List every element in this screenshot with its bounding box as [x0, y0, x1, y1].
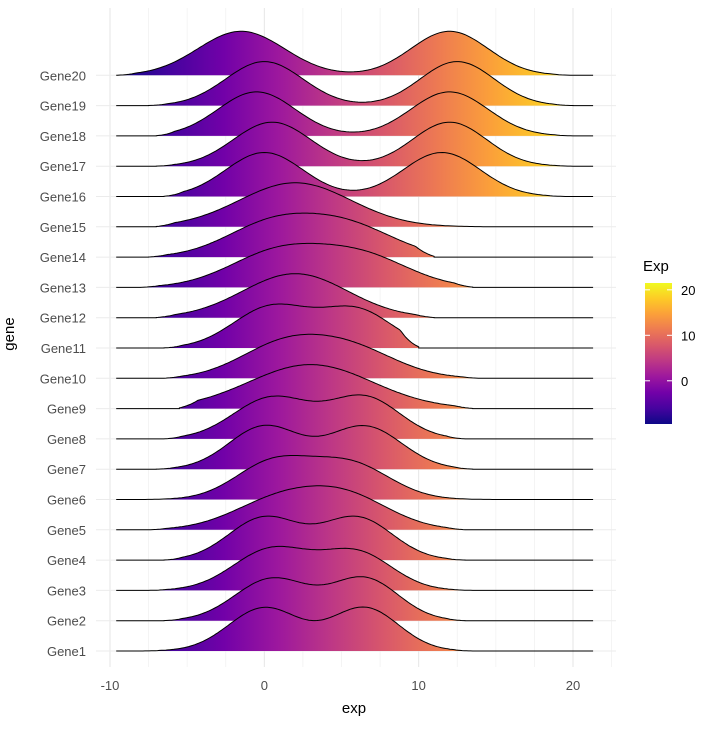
- ridge-line-gene19: [116, 61, 594, 107]
- y-tick-label: Gene15: [40, 220, 86, 235]
- y-tick-label: Gene2: [47, 614, 86, 629]
- ridge-line-gene6: [116, 455, 594, 500]
- ridge-line-gene16: [116, 151, 594, 197]
- y-tick-label: Gene19: [40, 99, 86, 114]
- y-tick-label: Gene4: [47, 553, 86, 568]
- ridge-fill-gene1: [140, 607, 473, 651]
- ridge-line-gene18: [116, 91, 594, 137]
- y-tick-label: Gene18: [40, 129, 86, 144]
- ridge-line-gene1: [116, 606, 594, 652]
- ridge-fill-gene8: [164, 394, 465, 439]
- y-tick-label: Gene10: [40, 371, 86, 386]
- ridge-line-gene4: [116, 515, 594, 561]
- ridge-line-gene15: [116, 182, 594, 228]
- ridge-line-gene3: [116, 545, 594, 591]
- x-tick-label: -10: [101, 678, 120, 693]
- ridge-fill-gene15: [156, 182, 589, 227]
- ridge-fill-gene12: [156, 273, 435, 318]
- ridge-fill-gene7: [156, 425, 473, 470]
- ridges: [116, 30, 594, 652]
- legend-title: Exp: [643, 258, 669, 275]
- x-axis-title: exp: [342, 700, 366, 717]
- x-tick-label: 20: [566, 678, 580, 693]
- ridge-line-gene17: [116, 121, 594, 167]
- ridge-fill-gene5: [148, 485, 465, 530]
- y-tick-label: Gene12: [40, 311, 86, 326]
- ridge-fill-gene2: [164, 576, 465, 621]
- ridge-fill-gene6: [140, 455, 504, 500]
- ridge-line-gene14: [116, 212, 594, 258]
- ridge-fill-gene13: [140, 243, 473, 288]
- y-tick-label: Gene13: [40, 280, 86, 295]
- y-tick-label: Gene3: [47, 583, 86, 598]
- ridge-line-gene12: [116, 273, 594, 319]
- ridge-fill-gene20: [117, 31, 573, 76]
- x-tick-label: 0: [261, 678, 268, 693]
- colorbar: [645, 283, 672, 424]
- ridge-line-gene13: [116, 242, 594, 288]
- axes: exp gene Gene1 Gene2 Gene3 Gene4 Gene5 Gene6 G…: [1, 68, 580, 717]
- ridge-line-gene20: [116, 30, 594, 76]
- y-tick-label: Gene20: [40, 68, 86, 83]
- ridge-line-gene10: [116, 333, 594, 379]
- colorbar-tick-label: 10: [681, 328, 695, 343]
- y-tick-label: Gene17: [40, 159, 86, 174]
- ridge-fill-gene10: [164, 334, 481, 379]
- ridge-line-gene5: [116, 485, 594, 531]
- y-tick-label: Gene14: [40, 250, 86, 265]
- y-tick-label: Gene1: [47, 644, 86, 659]
- ridge-line-gene9: [116, 364, 594, 410]
- x-tick-label: 10: [411, 678, 425, 693]
- y-tick-label: Gene8: [47, 432, 86, 447]
- colorbar-tick-label: 20: [681, 283, 695, 298]
- ridge-fill-gene14: [148, 213, 435, 258]
- y-tick-label: Gene5: [47, 523, 86, 538]
- y-tick-label: Gene6: [47, 493, 86, 508]
- ridge-line-gene2: [116, 576, 594, 622]
- colorbar-tick-label: 0: [681, 374, 688, 389]
- ridge-fill-gene11: [164, 304, 419, 348]
- y-tick-label: Gene11: [41, 341, 86, 356]
- y-tick-label: Gene9: [47, 402, 86, 417]
- ridge-fill-gene9: [179, 364, 473, 409]
- y-tick-label: Gene16: [40, 190, 86, 205]
- ridge-line-gene8: [116, 394, 594, 440]
- colorbar-legend: Exp 0 10 20: [643, 258, 695, 424]
- y-tick-label: Gene7: [47, 462, 86, 477]
- ridge-line-gene11: [116, 303, 594, 349]
- y-axis-title: gene: [1, 317, 18, 350]
- ridge-fill-gene16: [164, 152, 566, 197]
- ridge-fill-gene3: [148, 546, 473, 591]
- ridge-line-gene7: [116, 424, 594, 470]
